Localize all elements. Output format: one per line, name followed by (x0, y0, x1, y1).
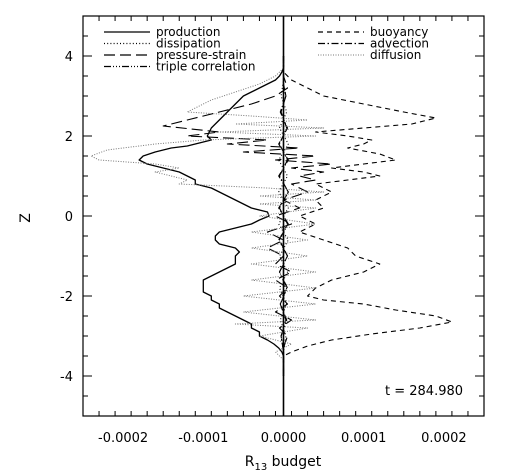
x-axis-label-main: R (245, 454, 255, 470)
legend-label-production: production (156, 25, 220, 39)
legend-label-dissipation: dissipation (156, 37, 221, 51)
legend-label-pressure-strain: pressure-strain (156, 48, 246, 62)
legend-label-advection: advection (370, 37, 429, 51)
x-tick-label: 0.0002 (421, 431, 467, 446)
series-layer (90, 56, 453, 376)
y-tick-label: -2 (60, 290, 73, 305)
legend-label-triple-correlation: triple correlation (156, 60, 256, 74)
legend-label-diffusion: diffusion (370, 48, 421, 62)
axes-layer: -0.0002 -0.0001 0.0000 0.0001 0.0002 -4 -2 0 2 4 (60, 15, 485, 446)
legend-label-buoyancy: buoyancy (370, 25, 428, 39)
series-line-buoyancy (282, 56, 453, 376)
x-axis-label: R13 budget (245, 454, 322, 473)
x-tick-label: 0.0000 (261, 431, 307, 446)
y-tick-label: 4 (65, 50, 73, 65)
y-tick-label: 2 (65, 130, 73, 145)
time-annotation: t = 284.980 (385, 384, 463, 399)
y-tick-label: -4 (60, 370, 73, 385)
x-axis-label-suffix: budget (267, 454, 322, 470)
legend-layer: productiondissipationpressure-straintrip… (104, 25, 429, 74)
y-axis-label: Z (18, 213, 34, 223)
series-line-production (138, 56, 285, 376)
x-axis-label-subscript: 13 (254, 462, 267, 473)
x-tick-label: -0.0001 (178, 431, 228, 446)
x-tick-label: 0.0001 (341, 431, 387, 446)
y-tick-label: 0 (65, 210, 73, 225)
series-line-pressure-strain (162, 56, 333, 376)
x-tick-label: -0.0002 (98, 431, 148, 446)
series-line-diffusion (90, 56, 325, 376)
